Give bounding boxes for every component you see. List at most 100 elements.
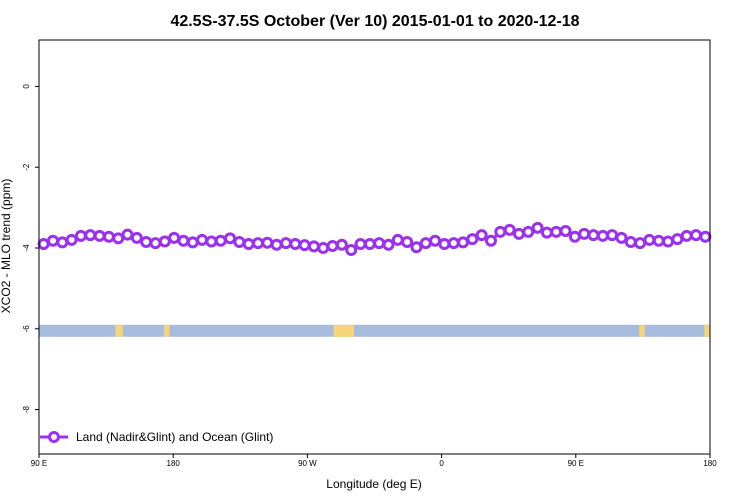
data-point (37, 237, 50, 250)
x-tick-label: 90 W (298, 459, 317, 468)
plot-frame (38, 39, 711, 455)
land-segment (115, 324, 123, 337)
y-axis-label: XCO2 - MLO trend (ppm) (0, 179, 13, 314)
data-point (177, 234, 190, 247)
data-point (559, 225, 572, 238)
data-point (112, 232, 125, 245)
data-point (102, 230, 115, 243)
data-point (494, 225, 507, 238)
data-point (503, 223, 516, 236)
data-point (298, 239, 311, 252)
data-point (438, 237, 451, 250)
land-segment (163, 324, 170, 337)
data-point (84, 229, 97, 242)
x-tick-label: 180 (167, 459, 181, 468)
data-point (522, 225, 535, 238)
series-group (37, 221, 712, 257)
data-point (224, 232, 237, 245)
data-point (261, 236, 274, 249)
data-point (289, 237, 302, 250)
data-point (279, 237, 292, 250)
chart-title: 42.5S-37.5S October (Ver 10) 2015-01-01 … (170, 13, 579, 30)
data-point (252, 237, 265, 250)
data-point (317, 242, 330, 255)
data-point (634, 237, 647, 250)
data-point (270, 238, 283, 251)
land-segment (333, 324, 354, 337)
data-point (326, 239, 339, 252)
data-point (643, 233, 656, 246)
data-point (457, 236, 470, 249)
data-point (307, 240, 320, 253)
data-point (624, 235, 637, 248)
data-point (475, 229, 488, 242)
data-point (540, 226, 553, 239)
data-point (512, 227, 525, 240)
y-tick-label: -6 (22, 325, 31, 333)
data-point (140, 235, 153, 248)
data-point (401, 235, 414, 248)
data-point (242, 237, 255, 250)
data-point (186, 236, 199, 249)
data-point (149, 237, 162, 250)
data-point (652, 234, 665, 247)
data-point (121, 228, 134, 241)
legend: Land (Nadir&Glint) and Ocean (Glint) (40, 430, 273, 444)
data-point (74, 229, 87, 242)
data-point (65, 233, 78, 246)
data-point (214, 234, 227, 247)
data-point (419, 237, 432, 250)
data-point (531, 221, 544, 234)
data-point (196, 233, 209, 246)
data-point (606, 229, 619, 242)
y-tick-label: -2 (22, 163, 31, 171)
data-point (130, 231, 143, 244)
data-point (429, 234, 442, 247)
axes: 90 E 180 90 W 0 90 E 180 0 -2 -4 -6 -8 (22, 84, 717, 468)
legend-label: Land (Nadir&Glint) and Ocean (Glint) (76, 430, 273, 444)
data-point (699, 230, 712, 243)
x-tick-label: 90 E (31, 459, 47, 468)
data-point (596, 229, 609, 242)
data-point (168, 231, 181, 244)
data-point (56, 236, 69, 249)
data-point (93, 229, 106, 242)
legend-marker (48, 431, 60, 443)
data-point (335, 238, 348, 251)
data-point (568, 230, 581, 243)
land-segment (704, 324, 710, 337)
y-tick-label: -4 (22, 244, 31, 252)
data-point (233, 235, 246, 248)
land-segment (639, 324, 645, 337)
data-point (345, 244, 358, 257)
data-point (671, 233, 684, 246)
data-point (363, 237, 376, 250)
data-point (550, 225, 563, 238)
data-point (662, 235, 675, 248)
x-tick-label: 180 (703, 459, 717, 468)
data-point (615, 231, 628, 244)
data-point (373, 237, 386, 250)
data-point (391, 233, 404, 246)
data-point (578, 227, 591, 240)
data-point (466, 233, 479, 246)
data-point (382, 238, 395, 251)
y-tick-label: -8 (22, 405, 31, 413)
x-tick-label: 0 (439, 459, 444, 468)
data-point (690, 229, 703, 242)
data-point (205, 235, 218, 248)
data-point (587, 229, 600, 242)
surface-strip (39, 324, 710, 337)
data-point (680, 229, 693, 242)
data-point (447, 237, 460, 250)
data-point (354, 237, 367, 250)
data-point (410, 241, 423, 254)
x-tick-label: 90 E (568, 459, 584, 468)
y-tick-label: 0 (22, 84, 31, 89)
ocean-band (39, 324, 710, 337)
x-axis-label: Longitude (deg E) (326, 477, 421, 491)
data-point (484, 234, 497, 247)
data-point (46, 234, 59, 247)
data-point (158, 235, 171, 248)
